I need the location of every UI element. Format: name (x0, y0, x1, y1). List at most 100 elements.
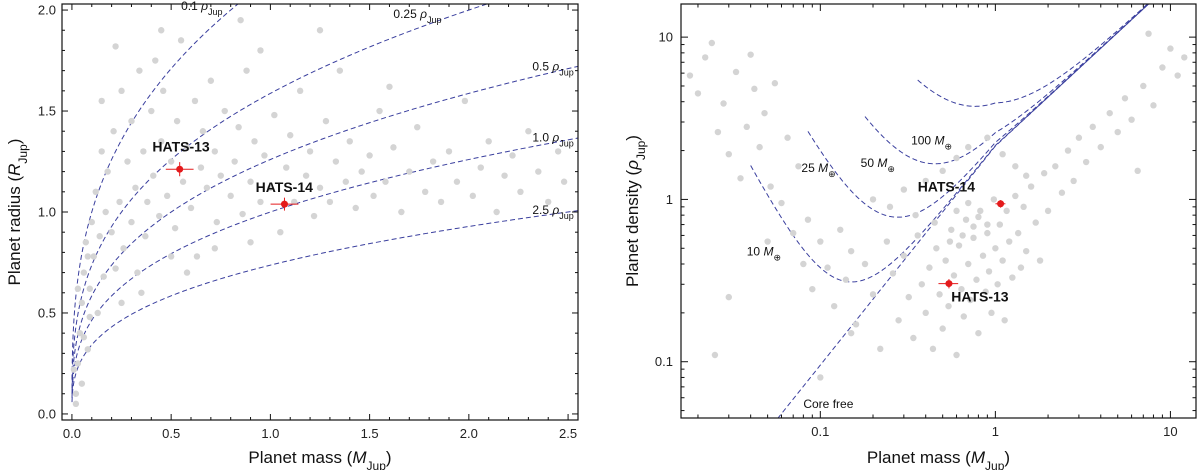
planet-point (346, 138, 353, 145)
planet-point (953, 154, 960, 162)
density-curves (71, 4, 578, 403)
planet-point (156, 212, 163, 220)
planet-point (108, 228, 115, 236)
planet-point (96, 233, 103, 240)
planet-point (883, 238, 891, 245)
planet-point (80, 334, 88, 341)
planet-point (714, 128, 722, 136)
planet-point (213, 218, 220, 226)
planet-point (78, 380, 86, 387)
density-panel-axes: 0.1 1 10 0.1 1 10 (655, 3, 1197, 439)
planet-point (132, 184, 139, 191)
planet-point (910, 334, 917, 342)
planet-point (477, 164, 484, 171)
planet-point (912, 211, 919, 219)
planet-point (1082, 158, 1090, 166)
planet-point (809, 285, 816, 293)
planet-point (988, 309, 995, 317)
planet-point (895, 317, 902, 324)
highlighted-point (280, 200, 288, 208)
planet-point (939, 325, 946, 332)
planet-point (112, 265, 119, 272)
planet-point (711, 351, 719, 359)
planet-point (187, 204, 195, 212)
planet-point (199, 128, 207, 135)
planet-point (352, 204, 359, 212)
planet-point (1097, 143, 1104, 151)
planet-point (271, 111, 278, 119)
planet-point (398, 208, 405, 216)
planet-label: HATS-13 (152, 138, 210, 154)
planet-point (732, 68, 740, 76)
planet-label: HATS-14 (918, 178, 976, 194)
planet-point (493, 208, 500, 216)
planet-point (203, 184, 211, 191)
planet-point (790, 229, 797, 237)
planet-point (217, 172, 224, 179)
planet-point (336, 67, 344, 74)
planet-point (179, 178, 187, 185)
planet-point (560, 178, 568, 185)
core-mass-curves (750, 4, 1150, 418)
planet-point (778, 199, 785, 207)
planet-point (90, 253, 97, 260)
planet-point (211, 148, 219, 155)
core-curve-100 (917, 4, 1149, 107)
planet-point (984, 134, 991, 141)
planet-point (118, 87, 125, 95)
planet-point (322, 117, 330, 125)
planet-point (160, 87, 167, 95)
planet-point (517, 188, 524, 196)
planet-point (999, 150, 1006, 158)
plot-frame (61, 3, 579, 421)
planet-point (535, 168, 542, 175)
planet-point (152, 57, 159, 64)
planet-point (98, 148, 105, 155)
planet-point (1001, 317, 1008, 324)
planet-point (177, 37, 185, 44)
planet-point (98, 97, 105, 105)
planet-point (1006, 238, 1013, 245)
planet-point (1121, 95, 1129, 102)
planet-point (104, 168, 111, 175)
planet-point (756, 143, 763, 151)
planet-point (366, 152, 373, 159)
planet-point (771, 80, 779, 87)
density-curve-0.5 (71, 65, 578, 394)
planet-point (747, 51, 754, 58)
planet-point (702, 54, 709, 61)
planet-point (967, 296, 974, 304)
planet-point (150, 172, 157, 179)
planet-point (134, 269, 141, 276)
planet-point (970, 223, 977, 230)
planet-point (100, 273, 107, 280)
planet-point (461, 97, 469, 105)
planet-point (975, 329, 982, 337)
density-curve-2.5 (71, 210, 578, 403)
planet-point (929, 345, 937, 353)
planet-point (847, 329, 855, 337)
planet-point (140, 148, 147, 155)
planet-point (959, 232, 966, 239)
x-axis-label: Planet mass (MJup) (248, 448, 391, 470)
planet-point (183, 144, 191, 151)
planet-point (414, 123, 421, 131)
planet-point (926, 264, 933, 271)
planet-point (163, 192, 171, 200)
planet-point (94, 309, 101, 317)
background-planets (70, 16, 568, 408)
planet-point (817, 374, 824, 381)
core-free-label: Core free (803, 397, 853, 411)
planet-point (80, 269, 88, 276)
planet-point (291, 198, 298, 206)
planet-point (136, 67, 143, 74)
planet-point (725, 293, 732, 301)
planet-point (74, 360, 82, 367)
planet-point (1145, 30, 1152, 37)
planet-point (257, 47, 264, 54)
curve-label-2.5: 2.5 ρJup (532, 203, 573, 221)
planet-point (118, 299, 125, 307)
planet-point (725, 150, 732, 158)
radius-mass-panel: HATS-13 HATS-14 0.1 ρJup 0.25 ρJup 0.5 ρJup… (5, 0, 579, 473)
planet-point (953, 207, 960, 215)
